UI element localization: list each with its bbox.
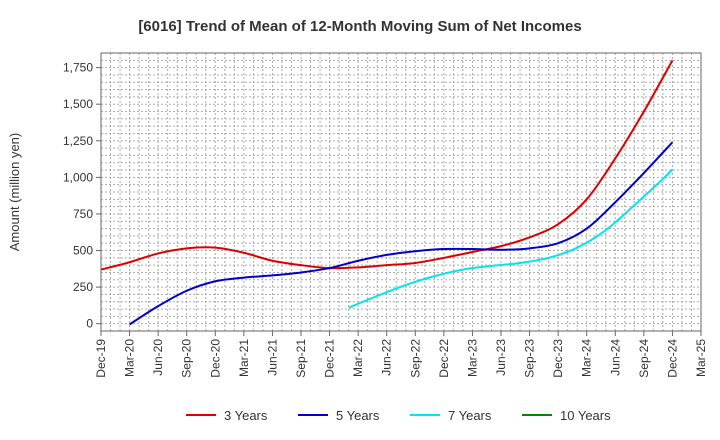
x-tick-label: Dec-20 — [208, 339, 222, 378]
x-tick-label: Mar-23 — [465, 339, 479, 377]
y-tick-label: 1,000 — [63, 170, 93, 184]
y-tick-label: 750 — [73, 207, 93, 221]
x-tick-label: Jun-23 — [494, 339, 508, 376]
x-tick-label: Sep-24 — [637, 339, 651, 378]
y-tick-label: 1,750 — [63, 61, 93, 75]
series-line-3-years — [100, 59, 674, 271]
x-tick-label: Jun-20 — [151, 339, 165, 376]
x-tick-label: Dec-23 — [551, 339, 565, 378]
grid-horizontal — [101, 59, 701, 325]
x-tick-label: Sep-20 — [180, 339, 194, 378]
x-tick-label: Mar-21 — [237, 339, 251, 377]
y-axis: 0 250 500 750 1,000 1,250 1,500 1,750 — [63, 61, 101, 331]
chart-title: [6016] Trend of Mean of 12-Month Moving … — [138, 18, 581, 35]
legend-label-7-years: 7 Years — [448, 408, 492, 423]
x-tick-label: Sep-21 — [294, 339, 308, 378]
legend-label-5-years: 5 Years — [336, 408, 380, 423]
series-layer — [100, 59, 674, 326]
x-tick-label: Dec-19 — [94, 339, 108, 378]
series-line-5-years — [129, 141, 674, 326]
x-tick-label: Dec-21 — [323, 339, 337, 378]
y-tick-label: 500 — [73, 244, 93, 258]
x-tick-label: Dec-24 — [665, 339, 679, 378]
x-tick-label: Mar-20 — [123, 339, 137, 377]
y-tick-label: 0 — [86, 317, 93, 331]
x-tick-label: Mar-22 — [351, 339, 365, 377]
x-tick-label: Mar-24 — [580, 339, 594, 377]
legend: 3 Years 5 Years 7 Years 10 Years — [186, 408, 611, 423]
x-tick-label: Dec-22 — [437, 339, 451, 378]
plot-frame — [100, 52, 702, 332]
x-tick-label: Jun-21 — [265, 339, 279, 376]
x-tick-label: Sep-23 — [523, 339, 537, 378]
legend-label-10-years: 10 Years — [560, 408, 611, 423]
series-line-7-years — [348, 168, 674, 309]
y-tick-label: 1,250 — [63, 134, 93, 148]
y-tick-label: 250 — [73, 280, 93, 294]
x-tick-label: Sep-22 — [408, 339, 422, 378]
x-axis: Dec-19 Mar-20 Jun-20 Sep-20 Dec-20 Mar-21 Jun-… — [94, 331, 708, 378]
x-tick-label: Jun-24 — [608, 339, 622, 376]
y-tick-label: 1,500 — [63, 97, 93, 111]
x-tick-label: Mar-25 — [694, 339, 708, 377]
legend-label-3-years: 3 Years — [224, 408, 268, 423]
y-axis-label: Amount (million yen) — [7, 133, 22, 252]
x-tick-label: Jun-22 — [380, 339, 394, 376]
